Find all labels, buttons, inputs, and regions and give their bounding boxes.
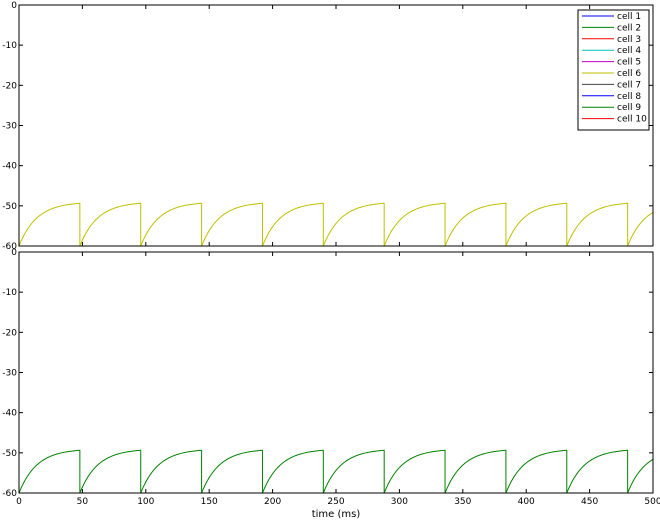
top-series-group: [18, 5, 654, 247]
legend-entry-label: cell 10: [617, 115, 647, 125]
top-tick-group: -60 -50 -40 -30 -20 -10 0: [2, 1, 654, 252]
bottom-series-line-0: [18, 252, 654, 494]
top-series-line-cell-6: [18, 5, 654, 247]
bottom-x-tick-label: 500: [644, 497, 660, 507]
bottom-y-tick-label: -20: [2, 328, 17, 338]
legend-entry-label: cell 7: [617, 80, 641, 90]
top-plot-area: [19, 5, 653, 246]
top-y-tick-label: -60: [2, 242, 17, 252]
top-y-tick-label: -10: [2, 41, 17, 51]
bottom-x-tick-label: 0: [16, 497, 22, 507]
bottom-y-tick-label: -60: [2, 489, 17, 499]
top-y-tick-label: -50: [2, 202, 17, 212]
legend-entry-label: cell 3: [617, 35, 641, 45]
bottom-panel: 0 50 100 150 200 250 300 350 400 450 500 -60 -50 -40 -…: [2, 248, 660, 520]
legend-entry-label: cell 8: [617, 92, 641, 102]
bottom-y-tick-label: -10: [2, 288, 17, 298]
bottom-x-tick-label: 200: [264, 497, 281, 507]
top-y-tick-label: -40: [2, 162, 17, 172]
legend-entry-label: cell 4: [617, 46, 641, 56]
legend-entry-label: cell 1: [617, 12, 641, 22]
top-y-tick-label: -20: [2, 81, 17, 91]
bottom-x-tick-label: 450: [581, 497, 598, 507]
bottom-x-tick-label: 400: [518, 497, 535, 507]
bottom-series-group: [18, 252, 654, 494]
bottom-x-tick-label: 300: [391, 497, 408, 507]
bottom-tick-group: 0 50 100 150 200 250 300 350 400 450 500 -60 -50 -40 -…: [2, 248, 660, 507]
bottom-y-tick-label: -40: [2, 409, 17, 419]
legend-entry-label: cell 9: [617, 103, 641, 113]
bottom-y-tick-label: 0: [11, 248, 17, 258]
top-y-tick-label: -30: [2, 122, 17, 132]
bottom-x-tick-label: 150: [201, 497, 218, 507]
legend-entry-label: cell 5: [617, 58, 641, 68]
bottom-x-tick-label: 250: [327, 497, 344, 507]
bottom-y-tick-label: -30: [2, 369, 17, 379]
bottom-x-tick-label: 100: [137, 497, 154, 507]
legend-entry-label: cell 2: [617, 23, 641, 33]
top-y-tick-label: 0: [11, 1, 17, 11]
x-axis-label: time (ms): [312, 509, 361, 520]
legend-entry-label: cell 6: [617, 69, 641, 79]
bottom-x-tick-label: 350: [454, 497, 471, 507]
bottom-y-tick-label: -50: [2, 449, 17, 459]
bottom-x-tick-label: 50: [77, 497, 89, 507]
legend-box: [577, 9, 650, 131]
bottom-plot-area: [19, 252, 653, 493]
